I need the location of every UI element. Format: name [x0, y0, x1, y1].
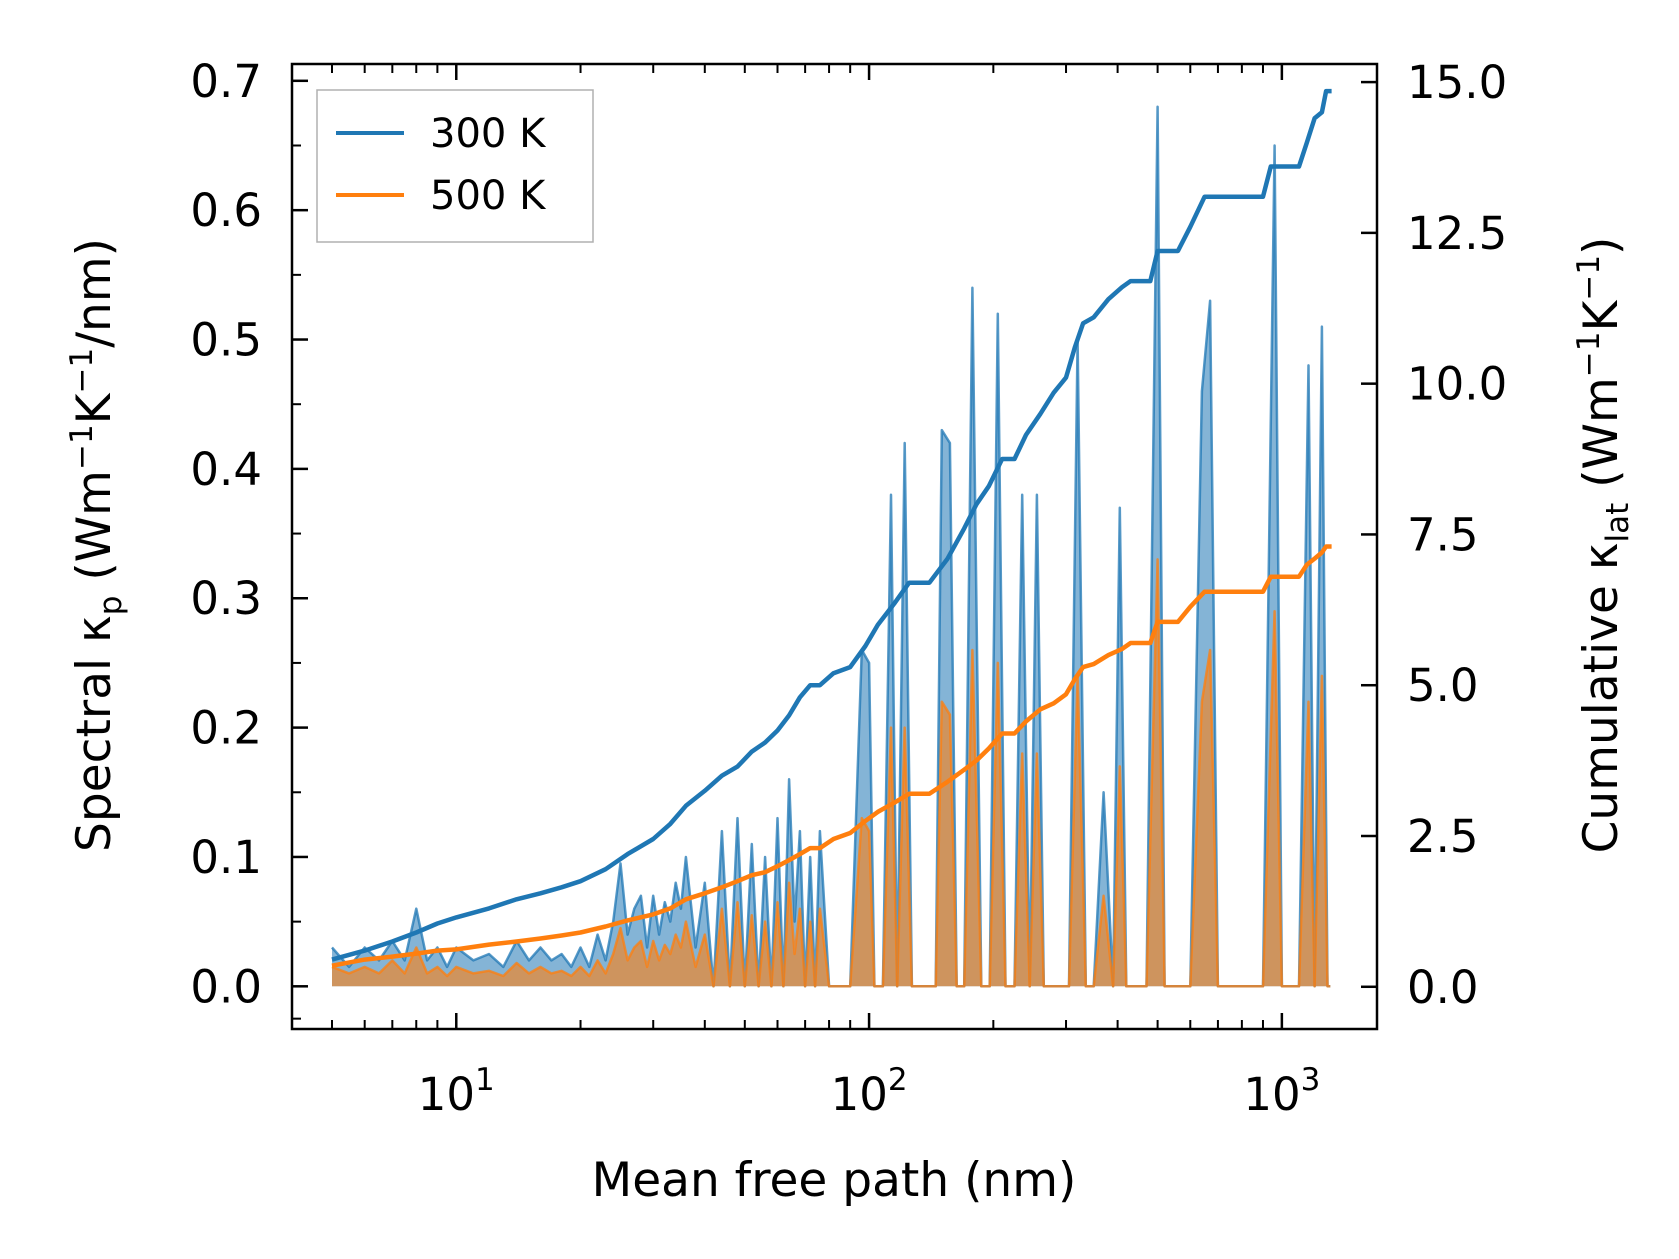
y-right-tick-label: 2.5: [1407, 810, 1479, 863]
legend: 300 K 500 K: [316, 89, 594, 243]
y-right-tick-label: 7.5: [1407, 508, 1479, 561]
y-right-tick-label: 5.0: [1407, 659, 1479, 712]
y-left-title-exp1: −1: [64, 424, 100, 470]
x-axis-title: Mean free path (nm): [592, 1153, 1077, 1208]
cumulative-line-300k: [331, 88, 1332, 962]
cumulative-line-500k: [331, 544, 1332, 968]
x-tick-label-base: 10: [418, 1068, 475, 1121]
y-right-title-prefix: Cumulative κ: [1574, 542, 1629, 853]
plot-frame: [290, 62, 1379, 1031]
axis-layer: 101 102 1030.00.10.20.30.40.50.60.70.02.55…: [190, 55, 1507, 1121]
y-right-title-unit-mid: K: [1574, 299, 1629, 331]
x-tick-label-exp: 2: [888, 1062, 908, 1098]
legend-label-500k: 500 K: [430, 173, 547, 219]
y-left-tick-label: 0.1: [190, 831, 262, 884]
y-right-axis-title: Cumulative κlat (Wm−1K−1): [1571, 237, 1636, 854]
y-left-tick-label: 0.5: [190, 314, 262, 367]
y-right-tick-label: 12.5: [1407, 207, 1507, 260]
y-left-title-unit-mid: K: [67, 392, 122, 424]
legend-box: [316, 89, 594, 243]
y-right-title-exp2: −1: [1571, 255, 1607, 301]
x-tick-label-exp: 3: [1301, 1062, 1321, 1098]
y-right-title-sub: lat: [1600, 503, 1636, 543]
y-left-title-prefix: Spectral κ: [67, 615, 122, 852]
y-left-title-exp2: −1: [64, 348, 100, 394]
y-left-tick-label: 0.4: [190, 443, 262, 496]
y-left-tick-label: 0.6: [190, 184, 262, 237]
x-tick-label-exp: 1: [475, 1062, 495, 1098]
y-left-tick-label: 0.7: [190, 55, 262, 108]
x-tick-label-base: 10: [1243, 1068, 1300, 1121]
y-left-tick-label: 0.0: [190, 960, 262, 1013]
y-right-tick-label: 0.0: [1407, 961, 1479, 1014]
x-tick-label: 102: [831, 1062, 908, 1121]
spectral-area-500k: [332, 559, 1331, 987]
y-right-title-unit-open: (Wm: [1574, 377, 1629, 503]
y-right-title-exp1: −1: [1571, 331, 1607, 377]
x-tick-label: 101: [418, 1062, 495, 1121]
legend-label-300k: 300 K: [430, 111, 547, 157]
y-left-axis-title: Spectral κp (Wm−1K−1/nm): [64, 238, 129, 852]
y-left-title-sub: p: [93, 596, 129, 616]
data-layer: [331, 88, 1332, 988]
x-tick-label-base: 10: [831, 1068, 888, 1121]
y-right-tick-label: 10.0: [1407, 358, 1507, 411]
spectral-line-500k: [331, 558, 1331, 988]
y-left-tick-label: 0.2: [190, 702, 262, 755]
y-right-title-unit-close: ): [1574, 237, 1629, 255]
y-left-tick-label: 0.3: [190, 572, 262, 625]
x-tick-label: 103: [1243, 1062, 1320, 1121]
y-left-title-unit-open: (Wm: [67, 470, 122, 596]
y-left-title-unit-close: /nm): [67, 238, 122, 348]
y-right-tick-label: 15.0: [1407, 56, 1507, 109]
